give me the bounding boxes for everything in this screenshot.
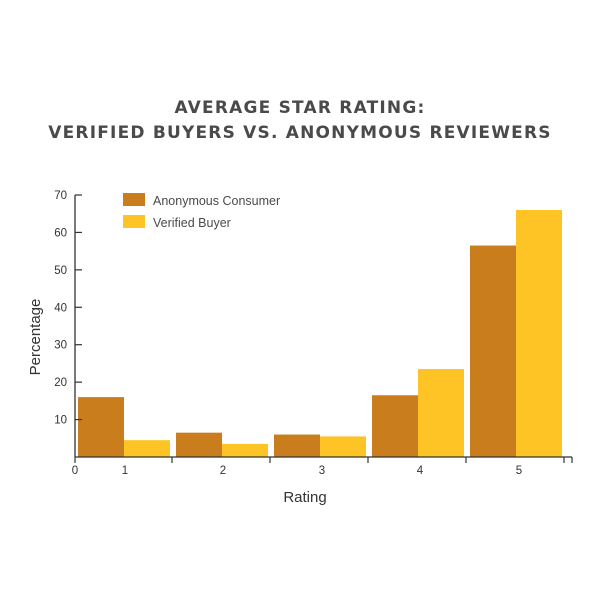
y-tick-label: 30	[54, 340, 67, 352]
x-tick-label: 2	[220, 465, 226, 477]
x-tick-label: 5	[516, 465, 522, 477]
x-origin-label: 0	[72, 465, 78, 477]
x-tick-label: 4	[417, 465, 424, 477]
bar-anonymous-consumer-2	[176, 432, 222, 457]
bar-anonymous-consumer-5	[470, 245, 516, 457]
bar-anonymous-consumer-3	[274, 434, 320, 457]
x-ticks-group: 1 2 3 4 5	[74, 457, 573, 477]
bar-verified-buyer-4	[418, 369, 464, 457]
bar-verified-buyer-3	[320, 436, 366, 457]
bar-verified-buyer-2	[222, 443, 268, 457]
x-tick-label: 3	[319, 465, 325, 477]
chart-title-line-2: VERIFIED BUYERS VS. ANONYMOUS REVIEWERS	[48, 123, 552, 143]
legend: Anonymous Consumer Verified Buyer	[123, 193, 280, 230]
bars-group	[78, 209, 562, 457]
y-ticks-group: 10 20 30 40 50 60 70	[54, 190, 82, 427]
y-tick-label: 50	[54, 265, 67, 277]
bar-anonymous-consumer-1	[78, 397, 124, 457]
bar-verified-buyer-5	[516, 209, 562, 457]
y-tick-label: 40	[54, 302, 67, 314]
y-tick-label: 20	[54, 377, 67, 389]
legend-swatch-anonymous-consumer	[123, 193, 145, 206]
x-axis-title: Rating	[283, 489, 326, 506]
legend-label-verified-buyer: Verified Buyer	[153, 216, 231, 230]
x-tick-label: 1	[122, 465, 128, 477]
y-tick-label: 60	[54, 227, 67, 239]
bar-anonymous-consumer-4	[372, 395, 418, 457]
chart-title-line-1: AVERAGE STAR RATING:	[174, 98, 426, 118]
y-tick-label: 70	[54, 190, 67, 202]
legend-swatch-verified-buyer	[123, 215, 145, 228]
y-axis-title: Percentage	[27, 299, 44, 376]
y-tick-label: 10	[54, 415, 67, 427]
chart-title: AVERAGE STAR RATING: VERIFIED BUYERS VS.…	[0, 96, 600, 146]
bar-verified-buyer-1	[124, 440, 170, 457]
legend-label-anonymous-consumer: Anonymous Consumer	[153, 194, 280, 208]
